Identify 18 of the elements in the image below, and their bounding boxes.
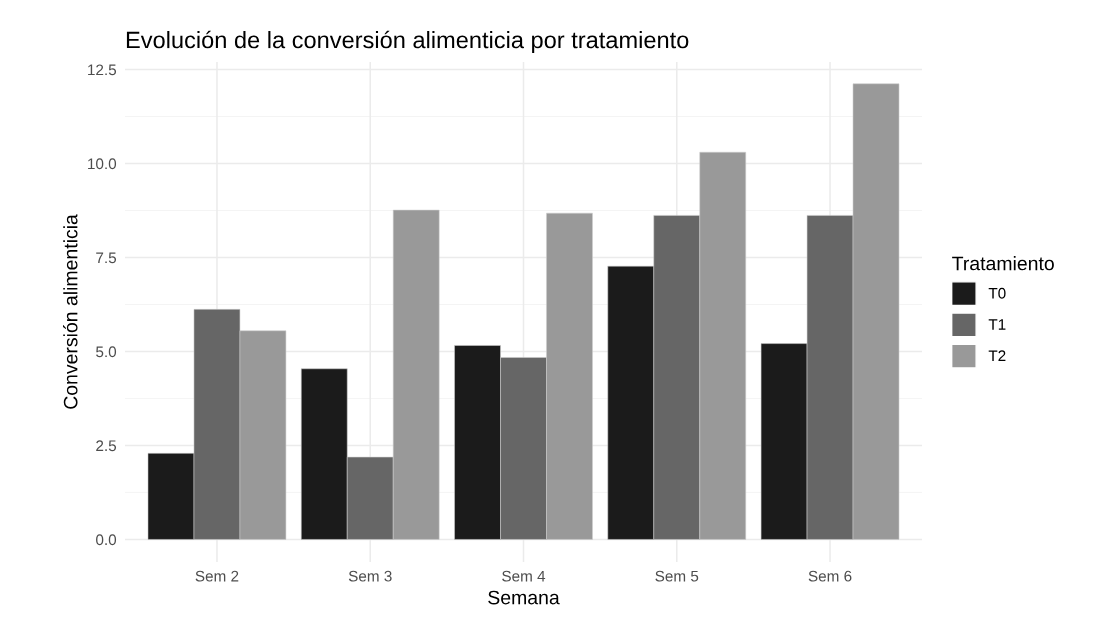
x-axis-title: Semana	[488, 590, 560, 605]
y-tick-label: 5.0	[96, 346, 117, 358]
legend-label: T0	[988, 287, 1006, 299]
y-tick-label: 7.5	[96, 252, 117, 264]
y-tick-label: 10.0	[88, 158, 117, 170]
legend-label: T1	[988, 319, 1006, 330]
x-tick-label: Sem 2	[195, 570, 239, 582]
legend-title: Tratamiento	[952, 256, 1054, 271]
y-axis-title: Conversión alimenticia	[63, 214, 78, 409]
y-tick-label: 0.0	[96, 534, 117, 546]
legend-label: T2	[988, 350, 1006, 361]
y-tick-label: 2.5	[96, 440, 117, 452]
x-tick-label: Sem 5	[655, 570, 699, 582]
chart-title: Evolución de la conversión alimenticia por tratamiento	[126, 30, 689, 54]
x-tick-label: Sem 6	[808, 570, 852, 582]
y-tick-label: 12.5	[88, 64, 117, 76]
x-tick-label: Sem 3	[348, 570, 392, 582]
x-tick-label: Sem 4	[502, 570, 546, 582]
